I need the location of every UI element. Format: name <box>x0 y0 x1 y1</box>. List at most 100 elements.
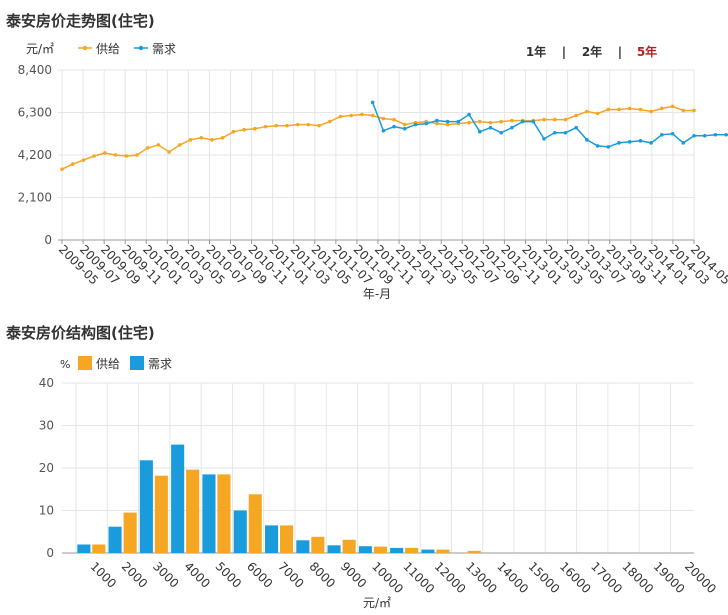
trend-point-supply[interactable] <box>178 143 182 147</box>
structure-bar-supply[interactable] <box>248 494 262 553</box>
trend-point-demand[interactable] <box>435 118 439 123</box>
trend-point-supply[interactable] <box>670 104 675 109</box>
trend-point-demand[interactable] <box>456 119 461 124</box>
trend-point-supply[interactable] <box>574 113 578 118</box>
trend-point-supply[interactable] <box>435 121 439 126</box>
trend-legend-item-supply[interactable]: 供给 <box>78 42 120 56</box>
structure-legend-item-demand[interactable]: 需求 <box>130 356 172 371</box>
trend-point-supply[interactable] <box>499 119 503 124</box>
trend-point-supply[interactable] <box>274 123 279 128</box>
trend-point-supply[interactable] <box>552 117 557 122</box>
trend-point-supply[interactable] <box>660 106 664 111</box>
trend-point-supply[interactable] <box>445 122 450 127</box>
trend-point-demand[interactable] <box>563 130 568 135</box>
trend-point-supply[interactable] <box>220 135 225 140</box>
structure-bar-demand[interactable] <box>171 444 185 553</box>
trend-point-demand[interactable] <box>477 129 482 134</box>
trend-point-demand[interactable] <box>606 145 611 149</box>
trend-point-supply[interactable] <box>617 107 621 112</box>
trend-point-demand[interactable] <box>692 133 696 138</box>
trend-point-supply[interactable] <box>70 162 75 166</box>
trend-point-demand[interactable] <box>402 126 407 131</box>
trend-point-demand[interactable] <box>627 140 632 144</box>
trend-point-supply[interactable] <box>338 114 343 119</box>
structure-bar-demand[interactable] <box>265 525 279 553</box>
trend-point-supply[interactable] <box>488 120 493 125</box>
trend-point-supply[interactable] <box>585 109 589 114</box>
structure-bar-demand[interactable] <box>108 526 122 553</box>
trend-point-supply[interactable] <box>103 151 107 155</box>
structure-bar-demand[interactable] <box>202 474 216 553</box>
trend-point-supply[interactable] <box>199 135 204 140</box>
trend-point-demand[interactable] <box>595 144 600 148</box>
trend-point-supply[interactable] <box>349 113 354 118</box>
trend-point-demand[interactable] <box>392 124 396 129</box>
trend-point-supply[interactable] <box>477 119 482 124</box>
structure-bar-supply[interactable] <box>436 549 450 553</box>
trend-point-demand[interactable] <box>574 125 578 130</box>
trend-point-supply[interactable] <box>188 138 193 142</box>
trend-point-demand[interactable] <box>713 132 718 137</box>
trend-point-demand[interactable] <box>370 100 375 105</box>
trend-point-supply[interactable] <box>638 107 643 112</box>
trend-point-supply[interactable] <box>542 117 546 122</box>
trend-point-demand[interactable] <box>424 121 429 126</box>
structure-bar-supply[interactable] <box>154 475 168 553</box>
structure-legend-item-supply[interactable]: 供给 <box>78 356 120 371</box>
trend-point-supply[interactable] <box>242 127 246 132</box>
structure-bar-supply[interactable] <box>405 547 419 553</box>
trend-point-demand[interactable] <box>617 141 621 145</box>
trend-point-supply[interactable] <box>295 122 300 127</box>
trend-point-demand[interactable] <box>702 133 707 138</box>
trend-point-supply[interactable] <box>231 129 236 134</box>
range-button-5年[interactable]: 5年 <box>637 44 657 59</box>
trend-point-demand[interactable] <box>510 125 514 130</box>
trend-point-demand[interactable] <box>445 119 450 124</box>
structure-bar-supply[interactable] <box>280 525 294 553</box>
trend-point-demand[interactable] <box>499 130 503 135</box>
trend-point-supply[interactable] <box>81 158 86 162</box>
structure-bar-demand[interactable] <box>139 460 153 553</box>
structure-bar-demand[interactable] <box>421 549 435 553</box>
trend-point-supply[interactable] <box>156 143 161 147</box>
trend-point-demand[interactable] <box>531 119 536 124</box>
structure-bar-supply[interactable] <box>186 469 200 553</box>
trend-point-supply[interactable] <box>145 146 150 150</box>
trend-point-supply[interactable] <box>370 113 375 118</box>
structure-bar-demand[interactable] <box>327 545 341 553</box>
trend-point-supply[interactable] <box>317 123 321 128</box>
trend-point-demand[interactable] <box>520 119 525 124</box>
structure-bar-supply[interactable] <box>467 550 481 553</box>
trend-legend-item-demand[interactable]: 需求 <box>134 42 176 56</box>
trend-point-supply[interactable] <box>563 117 568 122</box>
trend-point-supply[interactable] <box>253 126 257 131</box>
trend-point-demand[interactable] <box>381 128 386 133</box>
trend-point-supply[interactable] <box>210 138 214 142</box>
trend-point-demand[interactable] <box>488 125 493 130</box>
range-button-1年[interactable]: 1年 <box>526 44 546 59</box>
trend-point-supply[interactable] <box>113 153 118 157</box>
structure-bar-supply[interactable] <box>92 544 106 554</box>
trend-point-demand[interactable] <box>660 132 664 137</box>
structure-bar-supply[interactable] <box>123 512 137 553</box>
trend-point-supply[interactable] <box>381 116 386 121</box>
trend-point-supply[interactable] <box>135 153 139 157</box>
trend-point-supply[interactable] <box>60 167 64 171</box>
trend-point-demand[interactable] <box>670 131 675 136</box>
structure-bar-demand[interactable] <box>77 544 91 554</box>
structure-bar-demand[interactable] <box>358 546 372 553</box>
trend-point-supply[interactable] <box>263 124 268 129</box>
trend-point-demand[interactable] <box>681 141 686 145</box>
range-button-2年[interactable]: 2年 <box>582 44 602 59</box>
trend-point-supply[interactable] <box>510 118 514 123</box>
trend-point-demand[interactable] <box>552 130 557 135</box>
trend-point-demand[interactable] <box>467 112 471 117</box>
trend-point-supply[interactable] <box>606 107 611 112</box>
trend-point-demand[interactable] <box>638 139 643 143</box>
trend-point-supply[interactable] <box>681 108 686 113</box>
trend-point-supply[interactable] <box>649 109 653 114</box>
trend-point-supply[interactable] <box>327 119 332 124</box>
structure-bar-supply[interactable] <box>217 474 231 553</box>
structure-bar-demand[interactable] <box>390 547 404 553</box>
trend-point-supply[interactable] <box>285 123 289 128</box>
